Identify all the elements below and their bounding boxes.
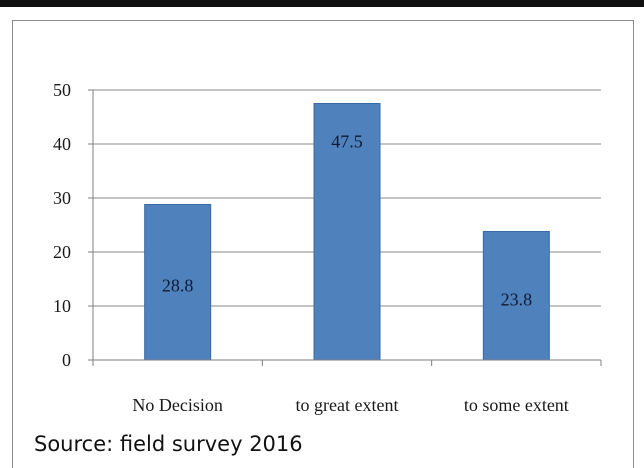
x-tick-label: to great extent [296, 395, 399, 415]
data-label: 28.8 [162, 275, 194, 295]
data-label: 47.5 [331, 132, 363, 152]
x-tick-label: to some extent [464, 395, 569, 415]
y-tick-label: 0 [62, 350, 71, 370]
x-tick-label: No Decision [132, 395, 222, 415]
source-note: Source: field survey 2016 [34, 432, 303, 456]
axis-layer [88, 89, 602, 366]
y-tick-label: 50 [53, 80, 71, 100]
bar [313, 103, 381, 361]
y-tick-label: 30 [53, 188, 71, 208]
y-tick-label: 40 [53, 134, 71, 154]
data-label: 23.8 [501, 289, 533, 309]
bar-layer [144, 103, 550, 361]
y-tick-label: 10 [53, 296, 71, 316]
y-tick-label: 20 [53, 242, 71, 262]
label-layer: 0 10 20 30 40 50 28.8 No Decision 47.5 to great e… [53, 80, 569, 415]
bar [482, 230, 550, 361]
top-border [0, 0, 644, 7]
